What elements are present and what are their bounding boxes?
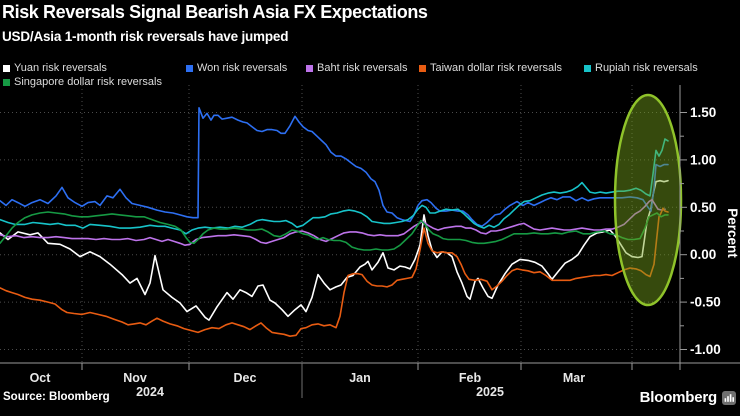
x-tick-label: Oct: [30, 371, 52, 385]
y-axis-title: Percent: [725, 208, 740, 258]
legend-item: Baht risk reversals: [306, 62, 407, 74]
x-tick-label: Jan: [349, 371, 371, 385]
y-tick-label: 0.00: [690, 247, 716, 262]
series-line: [0, 107, 669, 228]
series-line: [0, 211, 669, 251]
y-tick-label: 1.00: [690, 152, 716, 167]
legend-item: Rupiah risk reversals: [584, 62, 698, 74]
year-label: 2024: [136, 385, 164, 399]
legend-swatch-icon: [419, 64, 426, 72]
chart-subtitle: USD/Asia 1-month risk reversals have jum…: [2, 29, 289, 44]
series-line: [0, 207, 669, 338]
bloomberg-terminal-icon: [722, 390, 736, 405]
bloomberg-logo: Bloomberg: [640, 389, 736, 406]
legend-swatch-icon: [306, 64, 313, 72]
legend-label: Rupiah risk reversals: [595, 62, 698, 74]
series-line: [0, 138, 669, 235]
x-tick-label: Dec: [234, 371, 257, 385]
year-label: 2025: [476, 385, 504, 399]
legend-label: Singapore dollar risk reversals: [14, 76, 162, 88]
y-tick-label: -1.00: [690, 342, 721, 357]
x-tick-label: Feb: [459, 371, 482, 385]
legend-label: Yuan risk reversals: [14, 62, 107, 74]
legend-item: Yuan risk reversals: [3, 62, 107, 74]
series-line: [0, 198, 666, 246]
legend-swatch-icon: [3, 78, 10, 86]
source-label: Source: Bloomberg: [3, 391, 110, 403]
legend-item: Singapore dollar risk reversals: [3, 76, 162, 88]
highlight-ellipse: [613, 93, 683, 307]
legend-label: Won risk reversals: [197, 62, 288, 74]
series-line: [0, 179, 669, 321]
legend-label: Baht risk reversals: [317, 62, 408, 74]
bloomberg-wordmark: Bloomberg: [639, 389, 718, 406]
y-tick-label: 1.50: [690, 105, 716, 120]
x-tick-label: Mar: [563, 371, 585, 385]
legend-swatch-icon: [3, 64, 10, 72]
legend-item: Won risk reversals: [186, 62, 287, 74]
page-title: Risk Reversals Signal Bearish Asia FX Ex…: [2, 2, 428, 22]
legend-item: Taiwan dollar risk reversals: [419, 62, 562, 74]
legend-swatch-icon: [186, 64, 193, 72]
y-tick-label: -0.50: [690, 295, 721, 310]
legend-swatch-icon: [584, 64, 591, 72]
legend-label: Taiwan dollar risk reversals: [430, 62, 563, 74]
x-tick-label: Nov: [123, 371, 147, 385]
y-tick-label: 0.50: [690, 200, 716, 215]
